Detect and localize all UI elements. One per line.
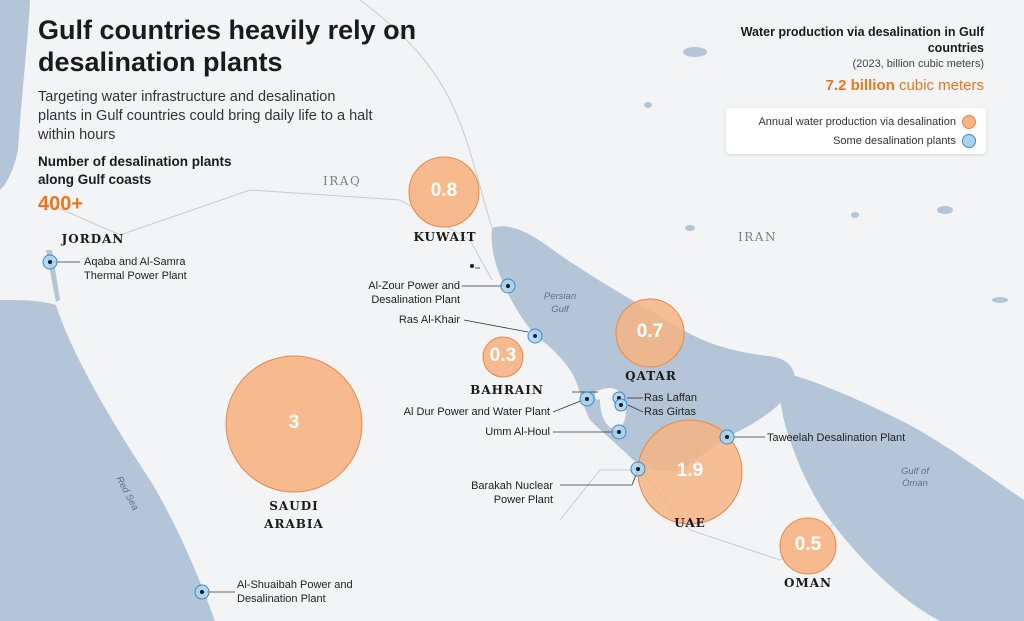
plant-label-aldur: Al Dur Power and Water Plant — [403, 406, 550, 418]
summary-total-unit: cubic meters — [898, 77, 984, 94]
plant-dot-alzour — [506, 284, 510, 288]
plant-label-aqaba: Aqaba and Al-Samra Thermal Power Plant — [84, 256, 187, 282]
bubble-oman — [779, 517, 837, 575]
legend-item-plants: Some desalination plants — [833, 134, 976, 148]
bubble-value-qatar: 0.7 — [636, 321, 664, 342]
plant-label-raslaffan: Ras Laffan — [644, 392, 698, 404]
summary-units: (2023, billion cubic meters) — [852, 58, 984, 70]
legend: Annual water production via desalination… — [726, 108, 986, 154]
country-label-iran: IRAN — [738, 230, 777, 244]
legend-label-production: Annual water production via desalination — [758, 116, 956, 128]
orange-circle-icon — [962, 115, 976, 129]
country-label-oman: OMAN — [783, 576, 832, 590]
bubble-saudi — [225, 355, 363, 493]
bubble-bahrain — [482, 336, 524, 378]
water-label-persian-gulf: Persian Gulf — [543, 291, 577, 315]
plant-dot-aldur — [585, 397, 589, 401]
plant-label-alzour: Al-Zour Power and Desalination Plant — [368, 280, 460, 306]
plant-dot-aqaba — [48, 260, 52, 264]
blue-circle-icon — [962, 134, 976, 148]
plant-label-rasalkhair: Ras Al-Khair — [398, 314, 460, 326]
kuwait-city-dot — [470, 264, 474, 268]
summary-title: Water production via desalination in Gul… — [740, 25, 984, 55]
bubble-value-bahrain: 0.3 — [489, 345, 517, 366]
plant-count-label: Number of desalination plants along Gulf… — [38, 154, 232, 187]
legend-label-plants: Some desalination plants — [833, 135, 956, 147]
country-label-uae: UAE — [674, 516, 706, 530]
plant-dot-rasgirtas — [619, 403, 623, 407]
country-label-jordan: JORDAN — [61, 232, 125, 246]
bubble-value-uae: 1.9 — [676, 460, 704, 481]
plant-dot-rasalkhair — [533, 334, 537, 338]
country-label-saudi: SAUDI ARABIA — [264, 499, 324, 531]
plant-dot-taweelah — [725, 435, 729, 439]
country-label-bahrain: BAHRAIN — [470, 383, 544, 397]
plant-label-barakah: Barakah Nuclear Power Plant — [471, 480, 553, 506]
plant-dot-barakah — [636, 467, 640, 471]
plant-label-taweelah: Taweelah Desalination Plant — [767, 432, 906, 444]
plant-markers — [42, 254, 735, 600]
plant-label-ummalhoul: Umm Al-Houl — [485, 426, 550, 438]
plant-label-shuaibah: Al-Shuaibah Power and Desalination Plant — [237, 579, 353, 605]
bubble-qatar — [615, 298, 685, 368]
country-label-iraq: IRAQ — [323, 174, 362, 188]
plant-label-rasgirtas: Ras Girtas — [644, 406, 696, 418]
summary-total-value: 7.2 billion — [825, 77, 895, 94]
bubble-value-kuwait: 0.8 — [430, 180, 458, 201]
plant-dot-shuaibah — [200, 590, 204, 594]
legend-item-production: Annual water production via desalination — [758, 115, 976, 129]
country-label-kuwait: KUWAIT — [413, 230, 477, 244]
plant-dot-ummalhoul — [617, 430, 621, 434]
bubble-value-saudi: 3 — [288, 412, 300, 433]
summary-total: 7.2 billion cubic meters — [724, 77, 984, 94]
page-title: Gulf countries heavily rely on desalinat… — [38, 15, 417, 77]
country-label-qatar: QATAR — [625, 369, 677, 383]
bubble-kuwait — [408, 156, 480, 228]
bubble-value-oman: 0.5 — [794, 534, 822, 555]
plant-count-value: 400+ — [38, 193, 84, 215]
water-label-gulf-of-oman: Gulf of Oman — [901, 466, 929, 489]
page-subtitle: Targeting water infrastructure and desal… — [38, 89, 373, 143]
